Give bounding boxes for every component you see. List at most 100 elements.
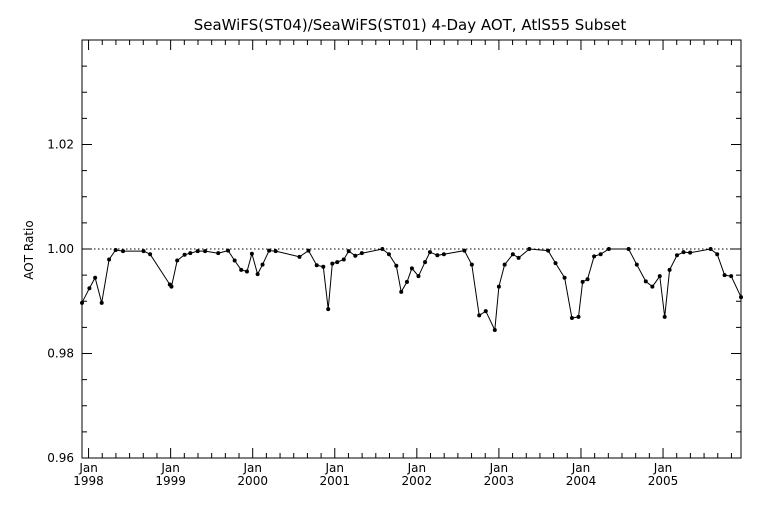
x-tick-year-label: 2003 [484, 474, 515, 488]
data-point [330, 261, 335, 266]
data-point [195, 249, 200, 254]
data-point [510, 252, 515, 257]
x-tick-year-label: 2001 [319, 474, 350, 488]
data-point [99, 300, 104, 305]
data-point [435, 253, 440, 258]
data-point [722, 273, 727, 278]
data-point [321, 264, 326, 269]
x-tick-year-label: 2002 [402, 474, 433, 488]
data-point [739, 295, 743, 300]
data-point [553, 261, 558, 266]
data-point [306, 248, 311, 253]
data-point [346, 249, 351, 254]
data-point [267, 248, 272, 253]
data-point [598, 252, 603, 257]
data-point [688, 250, 693, 255]
data-point [341, 257, 346, 262]
data-point [273, 249, 278, 254]
data-point [386, 252, 391, 257]
data-point [634, 262, 639, 267]
x-tick-year-label: 2005 [648, 474, 679, 488]
x-tick-month-label: Jan [407, 461, 427, 475]
data-point [674, 253, 679, 258]
x-tick-month-label: Jan [653, 461, 673, 475]
x-tick-month-label: Jan [160, 461, 180, 475]
data-point [626, 247, 631, 251]
data-point [80, 300, 84, 305]
data-point [335, 260, 340, 265]
data-point [141, 249, 146, 254]
data-point [232, 258, 237, 263]
data-point [427, 250, 432, 255]
series-line [81, 248, 742, 332]
data-point [643, 279, 648, 284]
data-point [409, 266, 414, 271]
y-tick-label: 0.96 [47, 451, 74, 465]
data-point [175, 258, 180, 263]
data-point [483, 309, 488, 314]
data-point [93, 275, 98, 280]
data-point [527, 247, 532, 251]
y-tick-label: 1.00 [47, 242, 74, 256]
data-point [404, 279, 409, 284]
data-point [169, 284, 174, 289]
data-point [244, 269, 249, 274]
data-point [416, 274, 421, 279]
data-point [260, 262, 265, 267]
data-point [326, 307, 331, 312]
data-point [502, 262, 507, 267]
data-point [188, 251, 193, 256]
data-point [297, 254, 302, 259]
data-point [667, 267, 672, 272]
y-tick-label: 1.02 [47, 138, 74, 152]
data-point [380, 247, 385, 251]
x-tick-month-label: Jan [325, 461, 345, 475]
data-point [708, 247, 713, 251]
data-point [423, 260, 428, 265]
data-point [562, 275, 567, 280]
data-point [477, 313, 482, 318]
data-point [359, 251, 364, 256]
chart-title: SeaWiFS(ST04)/SeaWiFS(ST01) 4-Day AOT, A… [194, 16, 627, 34]
data-point [182, 252, 187, 257]
x-tick-month-label: Jan [489, 461, 509, 475]
data-point [121, 249, 126, 254]
data-point [606, 247, 611, 251]
x-tick-year-label: 2004 [566, 474, 597, 488]
data-point [729, 274, 734, 279]
data-point [469, 262, 474, 267]
data-point [715, 252, 720, 257]
data-point [394, 263, 399, 268]
y-tick-label: 0.98 [47, 347, 74, 361]
data-point [585, 277, 590, 282]
data-point [650, 284, 655, 289]
data-point [87, 286, 92, 291]
data-point [681, 250, 686, 255]
x-tick-month-label: Jan [571, 461, 591, 475]
x-tick-year-label: 2000 [237, 474, 268, 488]
data-point [113, 248, 118, 253]
data-point [441, 252, 446, 257]
data-point [249, 251, 254, 256]
data-point [657, 274, 662, 279]
data-point [226, 248, 231, 253]
x-tick-year-label: 1998 [73, 474, 104, 488]
data-point [255, 272, 260, 277]
data-point [496, 284, 501, 289]
data-point [576, 314, 581, 319]
data-point [662, 314, 667, 319]
x-tick-month-label: Jan [78, 461, 98, 475]
data-point [569, 315, 574, 320]
y-axis-label: AOT Ratio [22, 220, 36, 279]
data-point [546, 248, 551, 253]
data-point [216, 251, 221, 256]
data-point [580, 279, 585, 284]
data-point [399, 289, 404, 294]
data-point [148, 252, 153, 257]
x-tick-month-label: Jan [242, 461, 262, 475]
data-point [592, 254, 597, 259]
data-point [353, 253, 358, 258]
data-point [492, 327, 497, 332]
data-point [203, 249, 208, 254]
